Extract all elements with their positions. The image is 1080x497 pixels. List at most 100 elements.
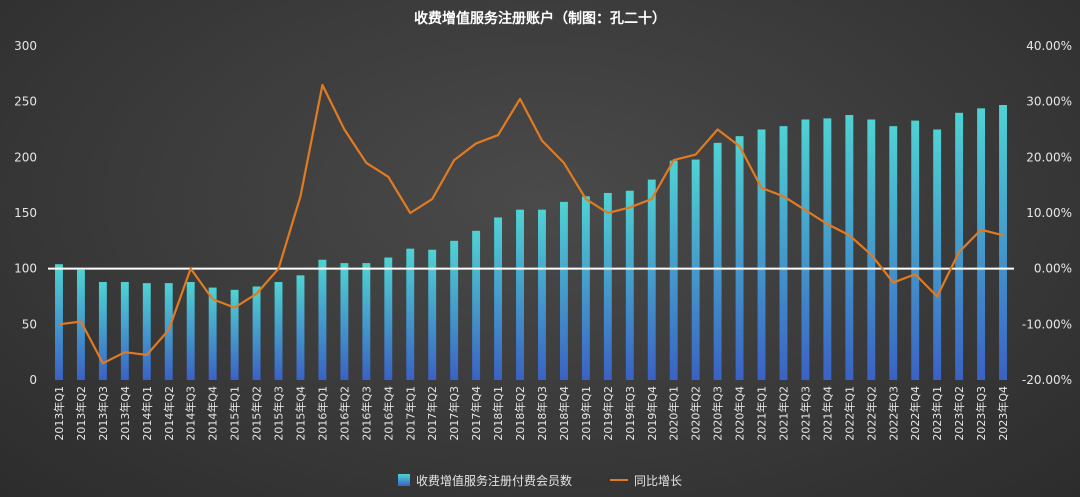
x-tick-label: 2023年Q2	[952, 386, 966, 441]
x-tick-label: 2019年Q4	[645, 386, 659, 441]
bar-2013年Q2	[76, 269, 85, 380]
x-tick-label: 2014年Q4	[206, 386, 220, 441]
legend-bar-swatch	[398, 474, 410, 486]
x-tick-label: 2019年Q1	[579, 386, 593, 441]
x-tick-label: 2013年Q3	[96, 386, 110, 441]
bar-2014年Q1	[142, 283, 151, 380]
left-axis: 0 50 100 150 200 250 300	[14, 39, 37, 387]
x-tick-label: 2017年Q1	[403, 386, 417, 441]
bar-2020年Q1	[669, 160, 678, 380]
bar-2015年Q2	[252, 286, 261, 380]
bar-2022年Q2	[867, 119, 876, 380]
x-tick-label: 2019年Q2	[601, 386, 615, 441]
x-tick-label: 2015年Q3	[272, 386, 286, 441]
right-tick-label: -20.00%	[1022, 373, 1072, 387]
bar-2023年Q3	[977, 108, 986, 380]
x-tick-label: 2015年Q4	[294, 386, 308, 441]
x-tick-label: 2023年Q3	[974, 386, 988, 441]
right-tick-label: -10.00%	[1022, 317, 1072, 331]
bar-2017年Q3	[450, 240, 459, 380]
right-tick-label: 10.00%	[1026, 206, 1072, 220]
x-tick-label: 2015年Q1	[228, 386, 242, 441]
bar-2022年Q1	[845, 115, 854, 380]
bar-series	[55, 105, 1007, 381]
bar-2019年Q1	[581, 196, 590, 380]
legend-line-label: 同比增长	[634, 474, 682, 488]
x-tick-label: 2021年Q2	[777, 386, 791, 441]
x-tick-label: 2014年Q1	[140, 386, 154, 441]
bar-2023年Q2	[955, 112, 964, 381]
bar-2018年Q1	[494, 217, 503, 380]
bar-2014年Q2	[164, 283, 173, 380]
bar-2016年Q4	[384, 257, 393, 380]
x-tick-label: 2020年Q4	[733, 386, 747, 441]
line-series	[58, 83, 1004, 365]
bar-2015年Q4	[296, 275, 305, 380]
x-tick-label: 2013年Q4	[118, 386, 132, 441]
left-tick-label: 200	[14, 150, 37, 164]
bar-2019年Q2	[603, 192, 612, 380]
x-tick-label: 2022年Q3	[886, 386, 900, 441]
bar-2021年Q4	[823, 118, 832, 381]
x-tick-label: 2021年Q4	[820, 386, 834, 441]
x-tick-label: 2022年Q1	[842, 386, 856, 441]
bar-2018年Q2	[516, 209, 524, 380]
bar-2020年Q3	[713, 142, 722, 380]
bar-2013年Q4	[120, 282, 129, 380]
bar-2023年Q4	[999, 105, 1007, 380]
x-tick-label: 2018年Q1	[491, 386, 505, 441]
x-tick-label: 2017年Q3	[447, 386, 461, 441]
x-tick-label: 2016年Q2	[337, 386, 351, 441]
bar-2017年Q1	[406, 248, 415, 380]
bar-2014年Q4	[208, 287, 217, 380]
bar-2021年Q2	[779, 126, 788, 380]
x-tick-label: 2022年Q4	[908, 386, 922, 441]
bar-2021年Q3	[801, 119, 810, 380]
left-tick-label: 50	[22, 317, 37, 331]
legend: 收费增值服务注册付费会员数 同比增长	[398, 473, 682, 488]
bar-2022年Q4	[911, 120, 920, 380]
x-tick-label: 2022年Q2	[864, 386, 878, 441]
chart-title: 收费增值服务注册账户（制图：孔二十）	[414, 10, 666, 27]
x-tick-label: 2023年Q1	[930, 386, 944, 441]
x-tick-label: 2017年Q2	[425, 386, 439, 441]
right-tick-label: 0.00%	[1034, 262, 1072, 276]
bar-2017年Q2	[428, 249, 437, 380]
x-tick-label: 2017年Q4	[469, 386, 483, 441]
x-axis: 2013年Q1 2013年Q2 2013年Q3 2013年Q4 2014年Q1 2014年…	[52, 386, 1010, 441]
bar-2014年Q3	[186, 282, 195, 380]
bar-2017年Q4	[472, 230, 481, 380]
bar-2020年Q2	[691, 159, 700, 380]
bar-2021年Q1	[757, 129, 766, 380]
bar-2016年Q3	[362, 263, 371, 380]
x-tick-label: 2014年Q3	[184, 386, 198, 441]
x-tick-label: 2018年Q3	[535, 386, 549, 441]
x-tick-label: 2020年Q2	[689, 386, 703, 441]
x-tick-label: 2021年Q3	[798, 386, 812, 441]
right-tick-label: 20.00%	[1026, 150, 1072, 164]
bar-2015年Q1	[230, 289, 239, 380]
right-tick-label: 30.00%	[1026, 95, 1072, 109]
bar-2018年Q3	[538, 209, 546, 380]
left-tick-label: 300	[14, 39, 37, 53]
x-tick-label: 2013年Q2	[74, 386, 88, 441]
bar-2013年Q3	[98, 282, 107, 380]
x-tick-label: 2023年Q4	[996, 386, 1010, 441]
left-tick-label: 100	[14, 262, 37, 276]
left-tick-label: 150	[14, 206, 37, 220]
right-axis: -20.00% -10.00% 0.00% 10.00% 20.00% 30.00% 40.…	[1022, 39, 1072, 387]
legend-bar-label: 收费增值服务注册付费会员数	[416, 473, 572, 488]
bar-2013年Q1	[55, 264, 63, 380]
bar-2022年Q3	[889, 126, 898, 380]
x-tick-label: 2014年Q2	[162, 386, 176, 441]
x-tick-label: 2016年Q3	[359, 386, 373, 441]
bar-2016年Q2	[340, 263, 349, 380]
right-tick-label: 40.00%	[1026, 39, 1072, 53]
x-tick-label: 2021年Q1	[755, 386, 769, 441]
x-tick-label: 2019年Q3	[623, 386, 637, 441]
bar-2023年Q1	[933, 129, 942, 380]
bar-2015年Q3	[274, 282, 283, 380]
x-tick-label: 2016年Q4	[381, 386, 395, 441]
